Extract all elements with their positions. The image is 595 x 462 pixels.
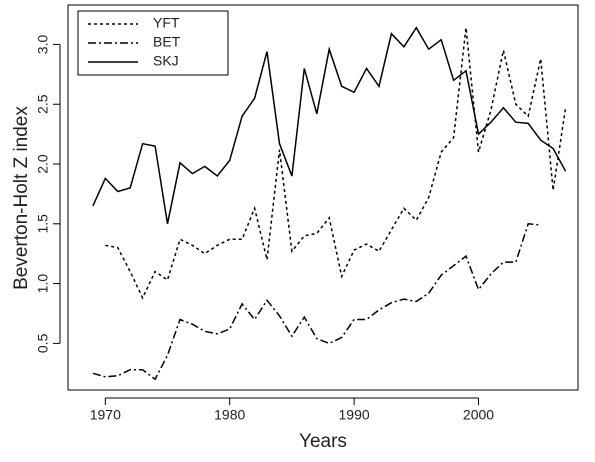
legend-label: YFT [153, 15, 180, 31]
series-line [92, 222, 541, 381]
x-tick-label: 1990 [339, 407, 370, 423]
legend-label: BET [153, 34, 181, 50]
y-tick-label: 0.5 [35, 333, 51, 353]
y-tick-label: 2.0 [35, 154, 51, 174]
series-line [92, 26, 567, 224]
y-tick-label: 1.0 [35, 274, 51, 294]
series-line [105, 27, 567, 300]
x-tick-label: 2000 [463, 407, 494, 423]
x-tick-label: 1970 [90, 407, 121, 423]
y-tick-label: 2.5 [35, 94, 51, 114]
legend-label: SKJ [153, 53, 179, 69]
x-tick-label: 1980 [214, 407, 245, 423]
y-tick-label: 3.0 [35, 35, 51, 55]
legend-box [77, 10, 229, 76]
plot-frame [67, 4, 579, 391]
x-axis-label: Years [299, 431, 347, 452]
y-axis-label: Beverton-Holt Z index [11, 106, 32, 290]
y-tick-label: 1.5 [35, 214, 51, 234]
